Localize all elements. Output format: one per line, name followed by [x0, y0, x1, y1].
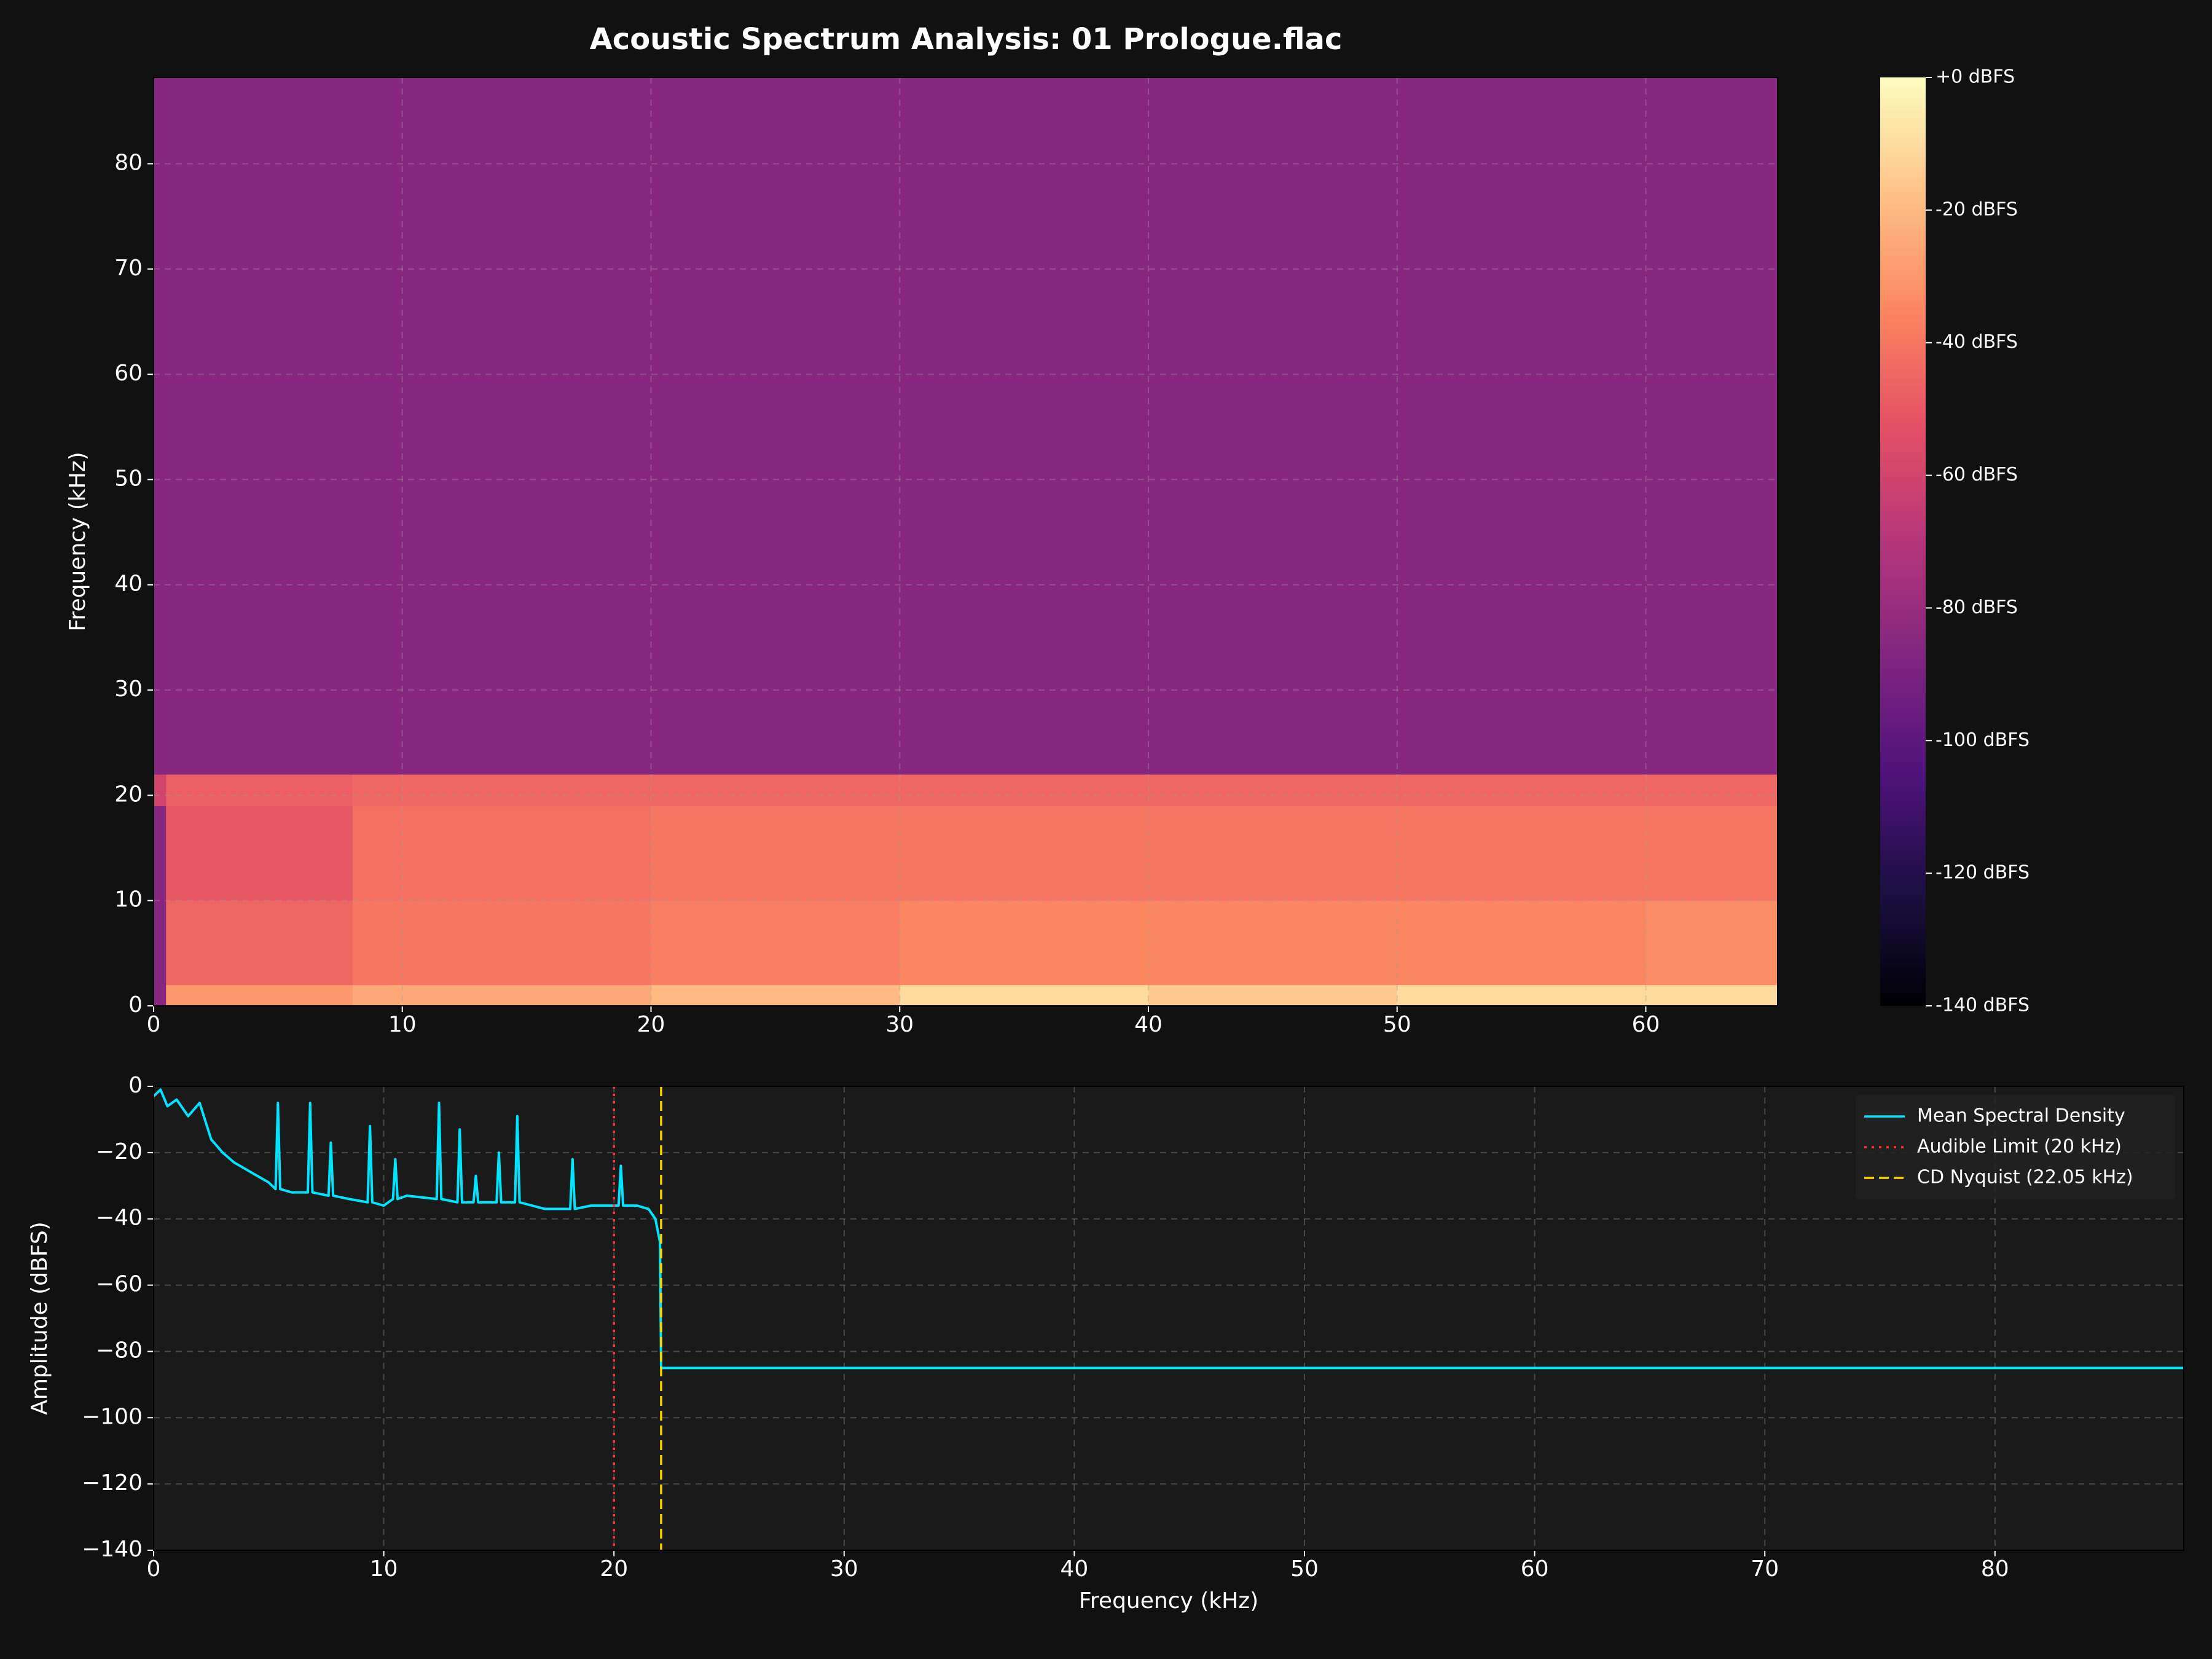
heatmap-cell [166, 77, 353, 775]
plot-frame [153, 1086, 2184, 1551]
heatmap-cell [651, 984, 900, 1006]
heatmap-cell [154, 774, 167, 807]
colorbar-tick-label: -60 dBFS [1936, 464, 2018, 485]
x-tick-label: 0 [147, 1012, 161, 1037]
y-tick-label: −120 [82, 1470, 143, 1496]
heatmap-cell [166, 774, 353, 807]
heatmap-cell [900, 77, 1149, 775]
x-tick-label: 50 [1290, 1556, 1319, 1582]
x-tick-label: 40 [1134, 1012, 1163, 1037]
x-tick-label: 60 [1632, 1012, 1660, 1037]
y-axis-label: Frequency (kHz) [65, 452, 90, 631]
heatmap-cell [900, 806, 1149, 901]
y-tick-label: 20 [114, 782, 143, 807]
heatmap-cell [1397, 806, 1646, 901]
x-tick-label: 30 [885, 1012, 914, 1037]
y-tick-label: −40 [96, 1206, 143, 1231]
heatmap-cell [1397, 77, 1646, 775]
heatmap-cell [900, 774, 1149, 807]
legend-label: CD Nyquist (22.05 kHz) [1917, 1167, 2133, 1188]
heatmap-cell [154, 984, 167, 1006]
y-axis-label: Amplitude (dBFS) [27, 1222, 52, 1415]
y-tick-label: 0 [128, 1073, 143, 1098]
heatmap-cell [1397, 900, 1646, 986]
heatmap-cell [1148, 806, 1398, 901]
x-tick-label: 10 [388, 1012, 417, 1037]
heatmap-cell [154, 900, 167, 986]
colorbar-tick-label: -80 dBFS [1936, 597, 2018, 618]
heatmap-cell [352, 774, 651, 807]
legend-label: Audible Limit (20 kHz) [1917, 1136, 2122, 1158]
heatmap-cell [651, 900, 900, 986]
y-tick-label: 10 [114, 887, 143, 912]
x-tick-label: 20 [600, 1556, 628, 1582]
heatmap-cell [154, 77, 167, 775]
heatmap-cell [651, 774, 900, 807]
y-tick-label: 60 [114, 361, 143, 386]
y-tick-label: −80 [96, 1338, 143, 1363]
colorbar-tick-label: -120 dBFS [1936, 862, 2030, 884]
heatmap-cell [166, 900, 353, 986]
heatmap-cell [1397, 774, 1646, 807]
heatmap-cell [1148, 900, 1398, 986]
heatmap-cell [651, 806, 900, 901]
x-tick-label: 0 [147, 1556, 161, 1582]
heatmap-cell [1148, 984, 1398, 1006]
heatmap-cell [1148, 774, 1398, 807]
legend-label: Mean Spectral Density [1917, 1105, 2125, 1127]
heatmap-cell [1645, 774, 1778, 807]
y-tick-label: 80 [114, 150, 143, 175]
heatmap-cell [166, 806, 353, 901]
colorbar-tick-label: -20 dBFS [1936, 198, 2018, 220]
x-tick-label: 30 [830, 1556, 858, 1582]
heatmap-cell [900, 984, 1149, 1006]
heatmap-cell [352, 984, 651, 1006]
colorbar-tick-label: -140 dBFS [1936, 995, 2030, 1016]
colorbar-tick-label: -40 dBFS [1936, 331, 2018, 353]
heatmap-cell [352, 77, 651, 775]
colorbar-tick-label: +0 dBFS [1936, 66, 2015, 88]
heatmap-cell [1397, 984, 1646, 1006]
plot-area [154, 1086, 2184, 1550]
x-tick-label: 60 [1521, 1556, 1549, 1582]
heatmap-cell [1645, 984, 1778, 1006]
x-tick-label: 20 [637, 1012, 665, 1037]
x-tick-label: 40 [1061, 1556, 1089, 1582]
x-tick-label: 10 [370, 1556, 398, 1582]
heatmap-cell [900, 900, 1149, 986]
heatmap-cell [1645, 900, 1778, 986]
x-axis-label: Frequency (kHz) [1079, 1588, 1258, 1614]
heatmap-cell [1645, 77, 1778, 775]
y-tick-label: 40 [114, 571, 143, 597]
data-line [152, 1088, 2184, 1370]
heatmap-cell [154, 806, 167, 901]
y-tick-label: 30 [114, 677, 143, 702]
x-tick-label: 50 [1383, 1012, 1411, 1037]
heatmap-cell [166, 984, 353, 1006]
heatmap-cell [352, 806, 651, 901]
y-tick-label: 0 [128, 992, 143, 1018]
colorbar-tick-label: -100 dBFS [1936, 729, 2030, 751]
y-tick-label: −20 [96, 1139, 143, 1164]
heatmap-cell [1148, 77, 1398, 775]
chart-title: Acoustic Spectrum Analysis: 01 Prologue.… [590, 22, 1343, 57]
colorbar [1880, 77, 1926, 1006]
heatmap-cell [651, 77, 900, 775]
y-tick-label: 50 [114, 466, 143, 491]
x-tick-label: 70 [1751, 1556, 1779, 1582]
x-tick-label: 80 [1981, 1556, 2009, 1582]
y-tick-label: −140 [82, 1537, 143, 1562]
heatmap-cell [352, 900, 651, 986]
legend-box [1856, 1095, 2175, 1199]
y-tick-label: 70 [114, 256, 143, 281]
y-tick-label: −60 [96, 1272, 143, 1297]
plot-frame [153, 77, 1778, 1006]
y-tick-label: −100 [82, 1404, 143, 1429]
heatmap-cell [1645, 806, 1778, 901]
